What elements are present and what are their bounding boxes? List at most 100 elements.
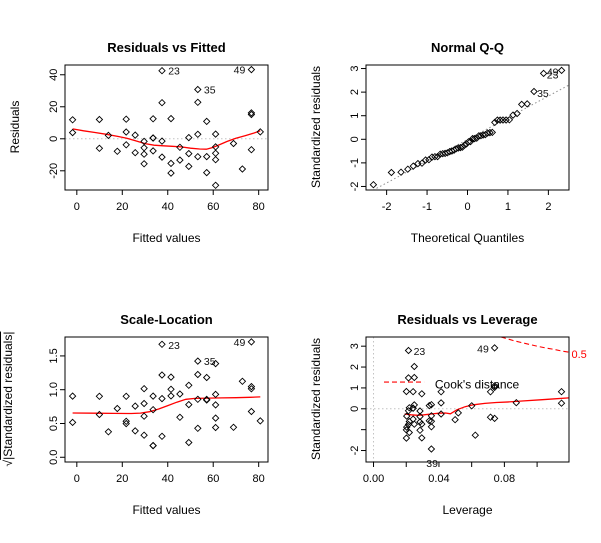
data-point (158, 137, 166, 145)
data-point (113, 404, 122, 413)
axes: 0 20 40 60 80 -20 0 20 40 (48, 69, 265, 213)
data-point (140, 384, 148, 393)
data-point (369, 180, 378, 189)
point-label: 49 (234, 65, 246, 77)
data-point (149, 147, 157, 155)
data-point (185, 162, 193, 171)
data-point (402, 434, 411, 442)
y-tick-label: 0.5 (48, 416, 60, 431)
data-point (523, 100, 531, 108)
data-point (557, 399, 566, 407)
data-point (185, 381, 193, 390)
data-point (512, 398, 521, 407)
data-point (167, 159, 175, 168)
y-tick-label: 3 (349, 343, 361, 349)
data-point (387, 168, 396, 177)
data-point (490, 382, 499, 390)
data-point (167, 169, 175, 177)
points-layer (68, 65, 265, 190)
data-point (95, 392, 104, 401)
loess-smooth-line (72, 396, 261, 415)
data-point (211, 359, 220, 368)
data-point (477, 131, 485, 140)
data-point (158, 371, 166, 379)
data-point (425, 401, 434, 410)
residuals-vs-fitted-canvas: 0 20 40 60 80 -20 0 20 40 23 35 49 (48, 64, 269, 213)
panel-title: Scale-Location (120, 312, 213, 327)
data-point (211, 130, 220, 138)
data-point (167, 373, 175, 381)
qq-reference-line (371, 84, 569, 191)
data-point (470, 134, 479, 143)
data-point (176, 390, 184, 398)
data-point (405, 417, 414, 426)
x-axis-label: Fitted values (132, 231, 201, 245)
data-point (486, 128, 494, 137)
data-point (247, 382, 256, 391)
data-point (486, 413, 495, 421)
data-point (466, 137, 475, 146)
data-point (402, 423, 411, 431)
data-point (131, 402, 139, 410)
y-axis-label: Standardized residuals (309, 337, 323, 461)
y-tick-label: -2 (349, 446, 361, 456)
data-point (256, 417, 265, 425)
data-point (211, 149, 220, 158)
data-point (405, 404, 414, 412)
data-point (211, 423, 220, 432)
data-point (256, 128, 265, 136)
point-label: 23 (547, 70, 559, 82)
data-point (158, 432, 166, 441)
panel-residuals-vs-leverage: 0.00 0.04 0.08 -2 0 1 2 3 23 49 39 Cook's distance 0… (301, 272, 601, 543)
data-point (167, 392, 175, 400)
scale-location-canvas: 0 20 40 60 80 0.0 0.5 1.0 1.5 23 35 49 (48, 336, 269, 485)
data-point (418, 434, 426, 442)
point-label: 23 (168, 340, 180, 352)
data-point (229, 139, 238, 148)
data-point (122, 419, 130, 428)
y-tick-label: 0 (48, 136, 60, 142)
y-tick-label: -2 (349, 182, 361, 192)
y-tick-label: 2 (349, 364, 361, 370)
data-point (402, 412, 411, 420)
data-point (211, 155, 220, 164)
data-point (104, 131, 113, 140)
points-layer (369, 66, 566, 189)
data-point (557, 66, 566, 75)
points-layer (68, 338, 265, 450)
data-point (505, 116, 514, 124)
data-point (427, 423, 436, 431)
data-point (202, 152, 211, 161)
plot-area (65, 128, 268, 150)
sqrt-symbol: √ (1, 459, 15, 467)
x-tick-label: 40 (162, 473, 174, 485)
data-point (491, 118, 499, 127)
data-point (410, 420, 419, 428)
x-tick-label: 0 (464, 201, 470, 213)
panel-normal-qq: -2 -1 0 1 2 -2 -1 0 1 2 3 49 23 35 Normal Q-Q Standar… (301, 0, 601, 271)
data-point (158, 340, 166, 349)
y-tick-label: 0 (349, 136, 361, 142)
data-point (471, 431, 480, 439)
data-point (437, 399, 445, 407)
data-point (95, 144, 104, 153)
points-layer (402, 344, 566, 453)
data-point (140, 399, 148, 408)
data-point (499, 116, 507, 124)
data-point (149, 134, 157, 142)
plot-area (366, 336, 569, 462)
data-point (530, 87, 538, 96)
data-point (490, 414, 499, 423)
point-label: 35 (204, 85, 216, 97)
data-point (211, 414, 220, 422)
data-point (202, 117, 211, 126)
data-point (167, 114, 175, 123)
data-point (149, 134, 157, 142)
data-point (167, 385, 175, 394)
data-point (140, 412, 148, 420)
data-point (557, 387, 566, 396)
data-point (131, 427, 139, 435)
y-tick-label: 1.5 (48, 348, 60, 363)
data-point (490, 344, 499, 352)
